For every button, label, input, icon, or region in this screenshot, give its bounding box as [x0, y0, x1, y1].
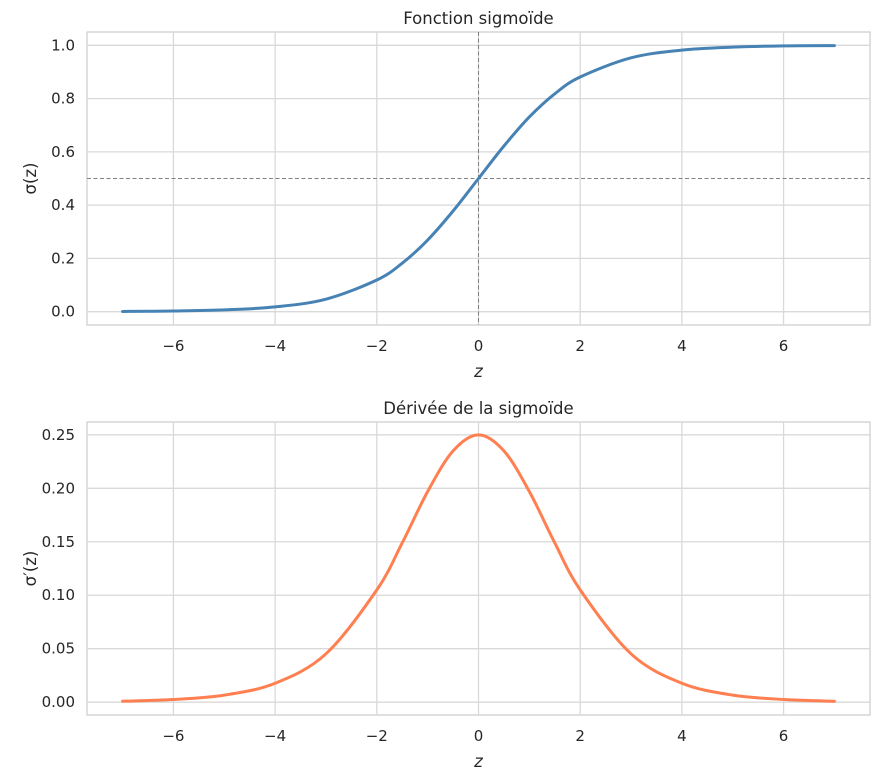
x-tick-label: 0: [474, 337, 484, 355]
x-tick-label: −6: [162, 727, 184, 745]
x-tick-label: −2: [366, 337, 388, 355]
y-tick-label: 0.4: [51, 196, 75, 214]
sigmoid-chart: −6 −4 −2 0 2 4 6 0.0 0.2 0.4 0.6 0.8 1.0 Fonction s…: [21, 9, 871, 381]
x-axis-label: z: [473, 362, 483, 381]
y-tick-label: 0.05: [42, 640, 75, 658]
x-tick-label: 6: [779, 337, 789, 355]
x-tick-label: 6: [779, 727, 789, 745]
y-tick-label: 0.10: [42, 586, 75, 604]
x-tick-labels: −6 −4 −2 0 2 4 6: [162, 727, 788, 745]
grid: [87, 422, 870, 715]
y-axis-label: σ(z): [21, 163, 40, 195]
x-tick-labels: −6 −4 −2 0 2 4 6: [162, 337, 788, 355]
y-tick-labels: 0.0 0.2 0.4 0.6 0.8 1.0: [51, 36, 75, 320]
y-tick-label: 0.2: [51, 249, 75, 267]
y-tick-label: 1.0: [51, 36, 75, 54]
chart-title: Fonction sigmoïde: [403, 9, 553, 28]
x-tick-label: −4: [264, 727, 286, 745]
x-tick-label: −6: [162, 337, 184, 355]
y-tick-label: 0.00: [42, 693, 75, 711]
series-line-derivative: [121, 433, 836, 703]
y-tick-labels: 0.00 0.05 0.10 0.15 0.20 0.25: [42, 426, 75, 711]
x-tick-label: 2: [575, 337, 585, 355]
series-line-sigmoid: [121, 44, 836, 313]
y-tick-label: 0.0: [51, 303, 75, 321]
x-axis-label: z: [473, 752, 483, 771]
x-tick-label: −4: [264, 337, 286, 355]
y-tick-label: 0.20: [42, 479, 75, 497]
x-tick-label: 0: [474, 727, 484, 745]
x-tick-label: 4: [677, 727, 687, 745]
sigmoid-derivative-chart: −6 −4 −2 0 2 4 6 0.00 0.05 0.10 0.15 0.20 0.25 Déri…: [21, 399, 871, 771]
x-tick-label: 2: [575, 727, 585, 745]
y-tick-label: 0.15: [42, 533, 75, 551]
y-tick-label: 0.6: [51, 143, 75, 161]
y-tick-label: 0.8: [51, 90, 75, 108]
y-axis-label: σ′(z): [21, 551, 40, 587]
chart-title: Dérivée de la sigmoïde: [383, 399, 573, 418]
x-tick-label: 4: [677, 337, 687, 355]
x-tick-label: −2: [366, 727, 388, 745]
y-tick-label: 0.25: [42, 426, 75, 444]
